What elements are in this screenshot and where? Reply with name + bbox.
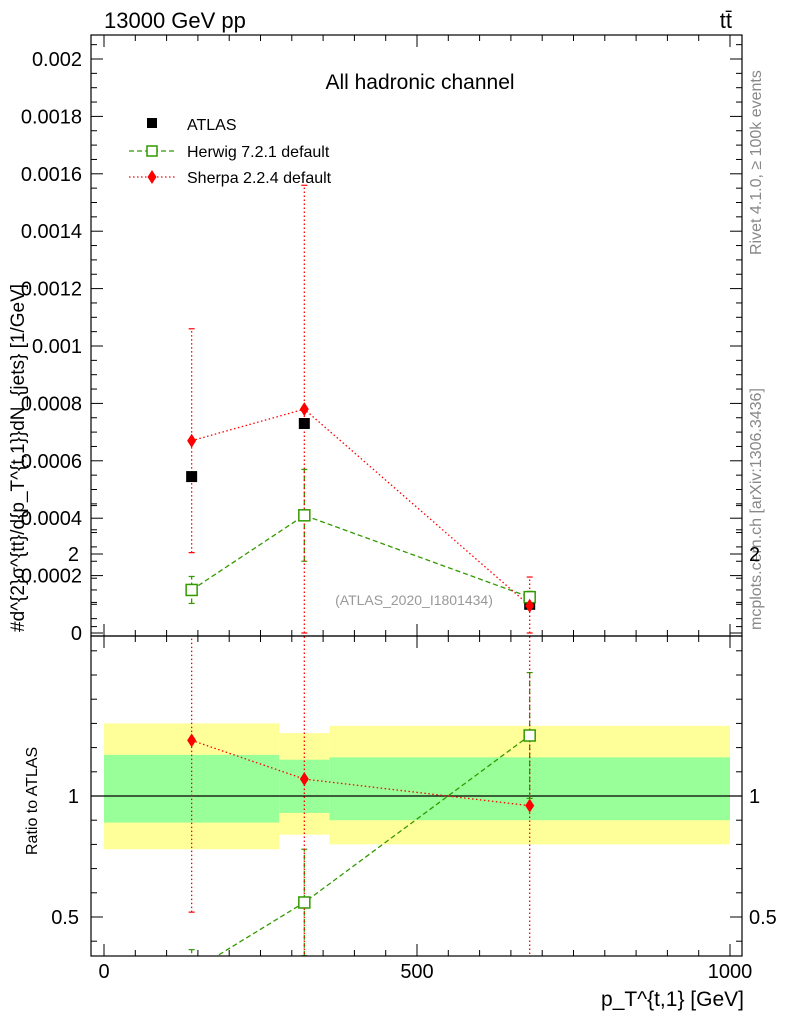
legend-herwig-label: Herwig 7.2.1 default (187, 144, 330, 161)
process-label: tt̄ (720, 8, 732, 33)
sherpa-line (191, 408, 531, 607)
x-axis-label: p_T^{t,1} [GeV] (601, 988, 744, 1011)
main-ytick-label: 0.002 (32, 49, 82, 71)
main-ytick-label: 0.0012 (21, 279, 82, 301)
main-ytick-label: 0.0014 (21, 221, 82, 243)
ratio-herwig-point (523, 729, 536, 742)
main-ytick-label: 0.0006 (21, 451, 82, 473)
uncertainty-band-green (104, 754, 280, 823)
main-ytick-label: 0.0004 (21, 508, 82, 530)
ratio-herwig-point (186, 966, 197, 977)
herwig-point (298, 509, 311, 522)
main-ytick-label: 0.0002 (21, 566, 82, 588)
sherpa-point (187, 433, 197, 448)
legend-sherpa-marker (147, 170, 157, 184)
ratio-ytick-label: 0.5 (51, 907, 79, 929)
energy-label: 13000 GeV pp (104, 8, 246, 33)
main-ytick-label: 0 (71, 623, 82, 645)
main-ytick-label: 0.0018 (21, 106, 82, 128)
ratio-ytick-label-right: 1 (749, 786, 760, 808)
legend-atlas-marker (147, 118, 157, 128)
ratio-herwig-point (298, 896, 311, 909)
ratio-ytick-label-right: 0.5 (749, 907, 777, 929)
ratio-sherpa-point (525, 798, 535, 813)
x-tick-label: 0 (98, 961, 109, 983)
atlas-point (186, 471, 198, 483)
ratio-ytick-label: 2 (68, 544, 79, 566)
main-ytick-label: 0.0008 (21, 393, 82, 415)
herwig-point (185, 583, 198, 597)
main-ytick-label: 0.001 (32, 336, 82, 358)
ratio-sherpa-point (299, 772, 309, 787)
x-tick-label: 1000 (708, 961, 753, 983)
sherpa-point (299, 402, 309, 417)
main-axes: 0 0.0002 0.0004 0.0006 0.0008 0.001 0.0012 0.00… (21, 34, 743, 645)
legend-atlas-label: ATLAS (187, 117, 237, 134)
main-title: All hadronic channel (325, 71, 514, 94)
legend-herwig-marker (146, 145, 158, 157)
sherpa-point (525, 598, 535, 613)
main-ytick-label: 0.0016 (21, 164, 82, 186)
x-tick-label: 500 (400, 961, 433, 983)
legend: ATLAS Herwig 7.2.1 default Sherpa 2.2.4 … (129, 117, 332, 187)
ratio-plot-area (186, 636, 536, 977)
atlas-point (298, 417, 310, 429)
mcplots-label: mcplots.cern.ch [arXiv:1306.3436] (748, 388, 765, 630)
ratio-ytick-label-right: 2 (749, 544, 760, 566)
rivet-version-label: Rivet 4.1.0, ≥ 100k events (748, 70, 765, 255)
ratio-sherpa-point (187, 733, 197, 748)
herwig-line (191, 514, 530, 598)
ratio-y-axis-label: Ratio to ATLAS (24, 747, 41, 855)
watermark: (ATLAS_2020_I1801434) (335, 592, 493, 608)
ratio-axes: 0.5 0.5 1 1 2 2 0 500 1000 (51, 505, 777, 983)
legend-sherpa-label: Sherpa 2.2.4 default (187, 170, 332, 187)
main-y-axis-label: #d^{2}σ^{tt}/d{p_T^{t,1}}dN_{jets} [1/Ge… (8, 284, 29, 632)
main-plot-area (185, 184, 536, 634)
ratio-ytick-label: 1 (68, 786, 79, 808)
